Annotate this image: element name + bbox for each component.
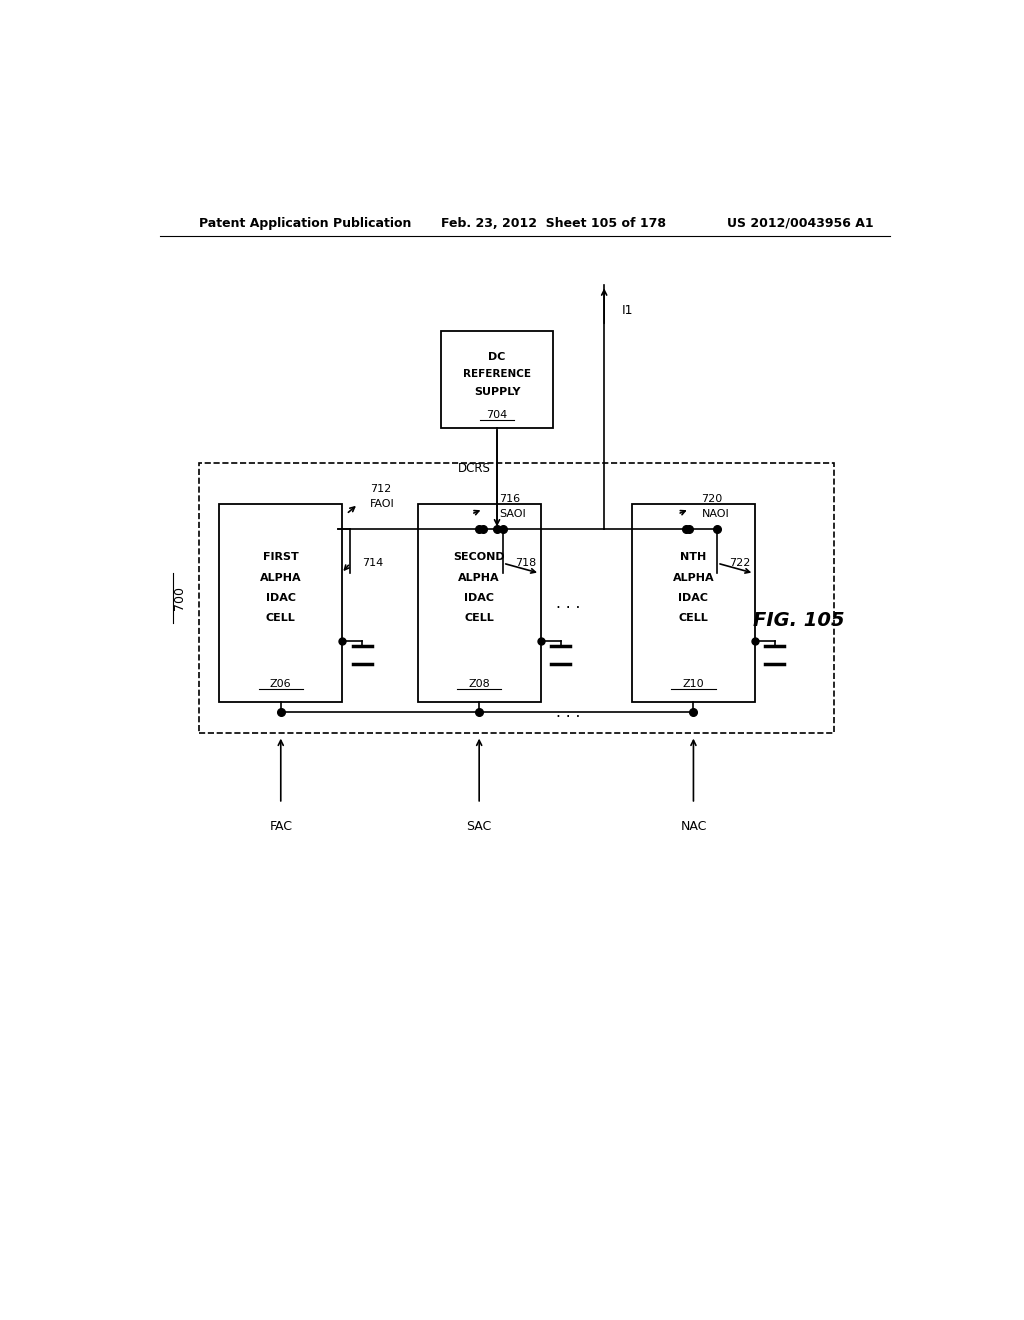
Text: Patent Application Publication: Patent Application Publication <box>200 216 412 230</box>
Text: DC: DC <box>488 352 506 362</box>
Text: Z08: Z08 <box>468 678 490 689</box>
Text: IDAC: IDAC <box>266 593 296 603</box>
Text: FAC: FAC <box>269 820 292 833</box>
Text: 712: 712 <box>370 483 391 494</box>
Bar <box>418 504 541 702</box>
Text: SUPPLY: SUPPLY <box>474 387 520 397</box>
Text: SAC: SAC <box>467 820 492 833</box>
Text: . . .: . . . <box>556 705 581 719</box>
Text: SAOI: SAOI <box>499 510 525 519</box>
Text: . . .: . . . <box>556 595 581 611</box>
Text: SECOND: SECOND <box>454 552 505 562</box>
Bar <box>200 463 835 733</box>
Text: NTH: NTH <box>680 552 707 562</box>
Text: ALPHA: ALPHA <box>260 573 302 582</box>
Text: Feb. 23, 2012  Sheet 105 of 178: Feb. 23, 2012 Sheet 105 of 178 <box>441 216 667 230</box>
Text: ALPHA: ALPHA <box>673 573 715 582</box>
Text: NAOI: NAOI <box>701 510 729 519</box>
Text: 714: 714 <box>362 558 383 568</box>
Text: I1: I1 <box>622 305 633 317</box>
Text: 716: 716 <box>499 494 520 504</box>
Text: NAC: NAC <box>680 820 707 833</box>
Text: 718: 718 <box>515 558 537 568</box>
Text: FAOI: FAOI <box>370 499 395 510</box>
Text: FIRST: FIRST <box>263 552 299 562</box>
Text: 700: 700 <box>173 586 186 610</box>
Text: 722: 722 <box>729 558 751 568</box>
Text: CELL: CELL <box>266 614 296 623</box>
Text: Z10: Z10 <box>683 678 705 689</box>
Text: REFERENCE: REFERENCE <box>463 370 531 379</box>
Text: DCRS: DCRS <box>459 462 492 475</box>
Text: CELL: CELL <box>464 614 494 623</box>
Bar <box>219 504 342 702</box>
Text: IDAC: IDAC <box>464 593 495 603</box>
Text: FIG. 105: FIG. 105 <box>753 611 845 631</box>
Text: Z06: Z06 <box>270 678 292 689</box>
Text: US 2012/0043956 A1: US 2012/0043956 A1 <box>727 216 873 230</box>
Text: IDAC: IDAC <box>679 593 709 603</box>
Bar <box>632 504 755 702</box>
Text: 720: 720 <box>701 494 723 504</box>
Text: ALPHA: ALPHA <box>459 573 500 582</box>
Text: 704: 704 <box>486 409 508 420</box>
Text: CELL: CELL <box>679 614 709 623</box>
Bar <box>441 331 553 428</box>
